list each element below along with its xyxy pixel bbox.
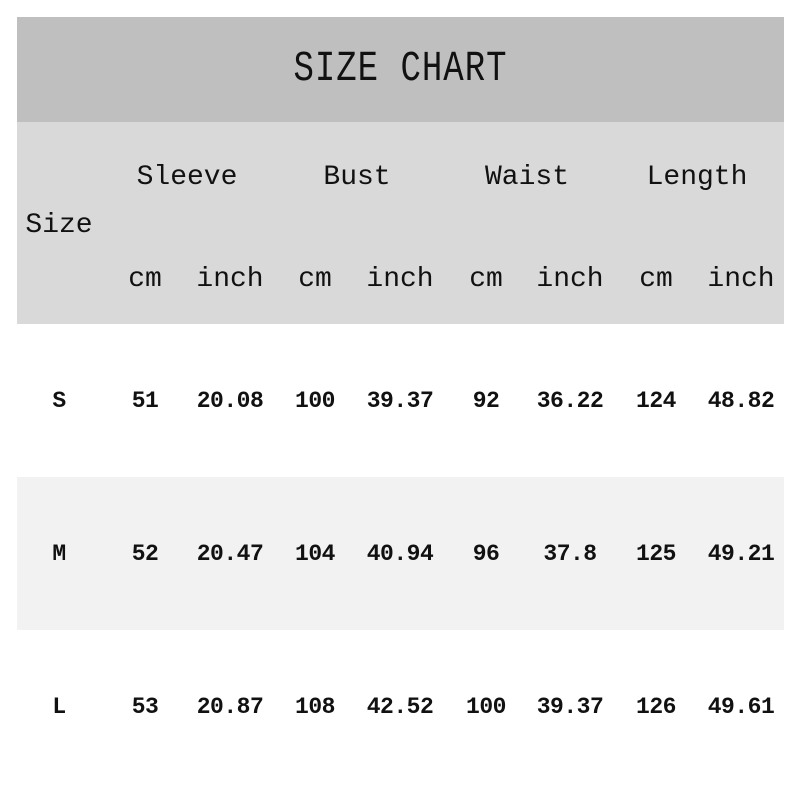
value-cell: 48.82	[707, 387, 775, 414]
header-band: Size Sleeve Bust Waist Length cm inch cm…	[17, 122, 784, 324]
size-cell: L	[52, 693, 66, 720]
value-cell: 96	[472, 540, 500, 567]
unit-header: inch	[707, 264, 775, 295]
value-cell: 126	[636, 693, 676, 720]
value-cell: 100	[295, 387, 335, 414]
unit-header: inch	[366, 264, 434, 295]
unit-header: cm	[298, 264, 332, 295]
value-cell: 40.94	[366, 540, 434, 567]
value-cell: 20.47	[196, 540, 264, 567]
size-chart-table: SIZE CHART Size Sleeve Bust Waist Length…	[17, 17, 784, 783]
unit-header: inch	[536, 264, 604, 295]
size-header: Size	[25, 210, 93, 241]
table-row-s: S 51 20.08 100 39.37 92 36.22 124 48.82	[17, 324, 784, 477]
unit-header: cm	[128, 264, 162, 295]
value-cell: 49.21	[707, 540, 775, 567]
table-row-m: M 52 20.47 104 40.94 96 37.8 125 49.21	[17, 477, 784, 630]
group-header-waist: Waist	[484, 162, 570, 193]
value-cell: 92	[472, 387, 500, 414]
size-cell: S	[52, 387, 66, 414]
value-cell: 51	[131, 387, 159, 414]
group-header-bust: Bust	[323, 162, 391, 193]
value-cell: 49.61	[707, 693, 775, 720]
value-cell: 20.87	[196, 693, 264, 720]
value-cell: 39.37	[366, 387, 434, 414]
value-cell: 125	[636, 540, 676, 567]
value-cell: 39.37	[536, 693, 604, 720]
unit-header: inch	[196, 264, 264, 295]
value-cell: 20.08	[196, 387, 264, 414]
value-cell: 100	[466, 693, 506, 720]
value-cell: 124	[636, 387, 676, 414]
value-cell: 42.52	[366, 693, 434, 720]
group-header-length: Length	[646, 162, 748, 193]
value-cell: 104	[295, 540, 335, 567]
group-header-sleeve: Sleeve	[136, 162, 238, 193]
value-cell: 53	[131, 693, 159, 720]
size-cell: M	[52, 540, 66, 567]
value-cell: 36.22	[536, 387, 604, 414]
unit-header: cm	[469, 264, 503, 295]
value-cell: 37.8	[543, 540, 597, 567]
chart-title: SIZE CHART	[293, 45, 508, 94]
value-cell: 108	[295, 693, 335, 720]
unit-header: cm	[639, 264, 673, 295]
table-row-l: L 53 20.87 108 42.52 100 39.37 126 49.61	[17, 630, 784, 783]
value-cell: 52	[131, 540, 159, 567]
title-band: SIZE CHART	[17, 17, 784, 122]
